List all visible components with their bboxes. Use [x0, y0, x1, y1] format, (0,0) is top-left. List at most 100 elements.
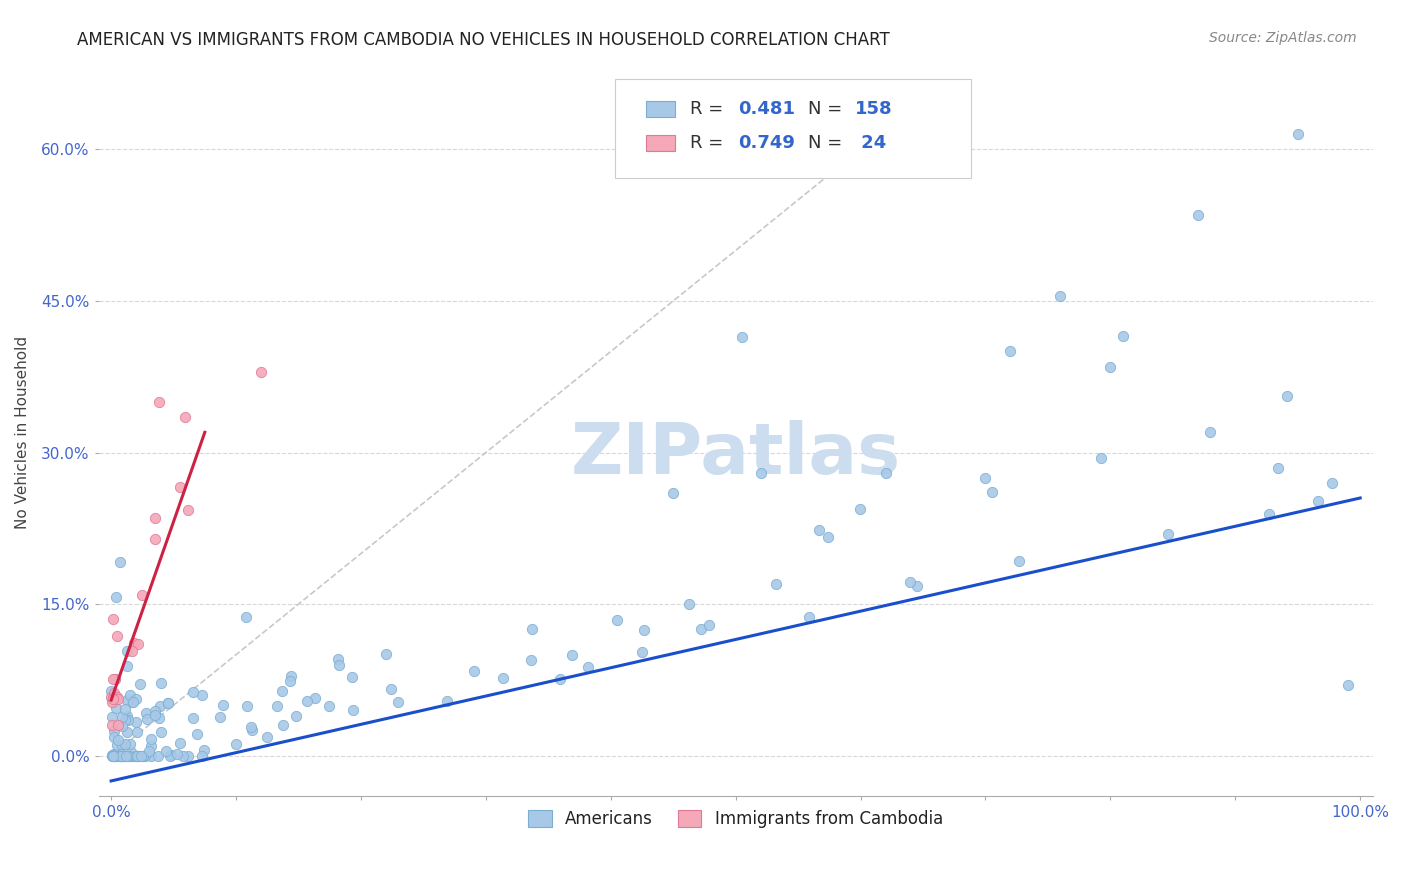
- Point: [138, 744, 160, 758]
- Point: [1267, 461, 1289, 475]
- Y-axis label: No Vehicles in Household: No Vehicles in Household: [15, 335, 30, 529]
- Point: [136, 712, 159, 726]
- Point: [1008, 554, 1031, 568]
- Point: [105, 748, 128, 763]
- Point: [166, 747, 188, 761]
- Point: [318, 698, 340, 713]
- Point: [285, 709, 308, 723]
- Point: [1099, 359, 1122, 374]
- Point: [157, 696, 180, 710]
- Point: [375, 647, 398, 661]
- Point: [340, 670, 363, 684]
- Point: [280, 668, 302, 682]
- Point: [101, 748, 124, 763]
- Point: [520, 622, 543, 636]
- Point: [125, 748, 148, 763]
- Point: [380, 681, 402, 696]
- Point: [101, 691, 124, 706]
- Point: [110, 748, 132, 763]
- Point: [271, 718, 294, 732]
- Point: [1112, 329, 1135, 343]
- Point: [905, 578, 928, 592]
- Text: 0.481: 0.481: [738, 100, 796, 118]
- Point: [149, 698, 172, 713]
- Point: [104, 700, 127, 714]
- Point: [225, 737, 247, 751]
- Point: [270, 683, 292, 698]
- Point: [125, 692, 148, 706]
- Point: [128, 748, 150, 763]
- Point: [848, 501, 870, 516]
- Point: [115, 644, 138, 658]
- Point: [118, 748, 141, 763]
- Point: [1275, 389, 1298, 403]
- Point: [110, 747, 132, 761]
- Point: [101, 748, 124, 763]
- Point: [150, 725, 173, 739]
- Point: [135, 706, 157, 720]
- Point: [104, 748, 127, 763]
- Point: [190, 688, 212, 702]
- Point: [114, 748, 136, 763]
- Point: [101, 718, 124, 732]
- Point: [110, 748, 132, 763]
- Text: R =: R =: [690, 100, 728, 118]
- Point: [125, 748, 148, 763]
- Text: 158: 158: [855, 100, 893, 118]
- Point: [177, 503, 200, 517]
- Point: [105, 590, 128, 604]
- Point: [328, 657, 350, 672]
- FancyBboxPatch shape: [614, 79, 972, 178]
- Point: [103, 748, 125, 763]
- Point: [749, 466, 772, 480]
- Point: [125, 748, 148, 763]
- Point: [117, 748, 139, 763]
- Point: [100, 748, 122, 763]
- Point: [108, 748, 131, 763]
- Point: [981, 485, 1004, 500]
- Point: [697, 618, 720, 632]
- Point: [114, 737, 136, 751]
- Point: [1337, 678, 1360, 692]
- Point: [103, 748, 125, 763]
- Point: [105, 738, 128, 752]
- Point: [155, 744, 177, 758]
- Point: [132, 748, 155, 763]
- Point: [633, 623, 655, 637]
- Point: [105, 690, 128, 704]
- Point: [191, 748, 214, 763]
- Point: [606, 613, 628, 627]
- Point: [120, 748, 142, 763]
- Point: [278, 674, 301, 689]
- Point: [256, 730, 278, 744]
- Bar: [647, 101, 675, 117]
- Point: [328, 651, 350, 665]
- Point: [304, 690, 326, 705]
- Point: [1187, 208, 1209, 222]
- Point: [236, 698, 259, 713]
- Point: [100, 710, 122, 724]
- Point: [118, 737, 141, 751]
- Point: [100, 690, 122, 704]
- Point: [124, 748, 146, 763]
- Text: N =: N =: [808, 135, 848, 153]
- Point: [387, 695, 409, 709]
- Point: [114, 748, 136, 763]
- Point: [110, 748, 132, 763]
- Point: [145, 708, 167, 723]
- Legend: Americans, Immigrants from Cambodia: Americans, Immigrants from Cambodia: [522, 804, 949, 835]
- Point: [209, 709, 232, 723]
- Point: [120, 745, 142, 759]
- Point: [122, 695, 145, 709]
- Point: [146, 748, 169, 763]
- Point: [112, 748, 135, 763]
- Point: [561, 648, 583, 662]
- Point: [342, 703, 364, 717]
- Point: [662, 486, 685, 500]
- Point: [808, 524, 831, 538]
- Point: [105, 629, 128, 643]
- Point: [193, 742, 215, 756]
- Point: [169, 736, 191, 750]
- Point: [240, 723, 263, 737]
- Bar: [647, 136, 675, 152]
